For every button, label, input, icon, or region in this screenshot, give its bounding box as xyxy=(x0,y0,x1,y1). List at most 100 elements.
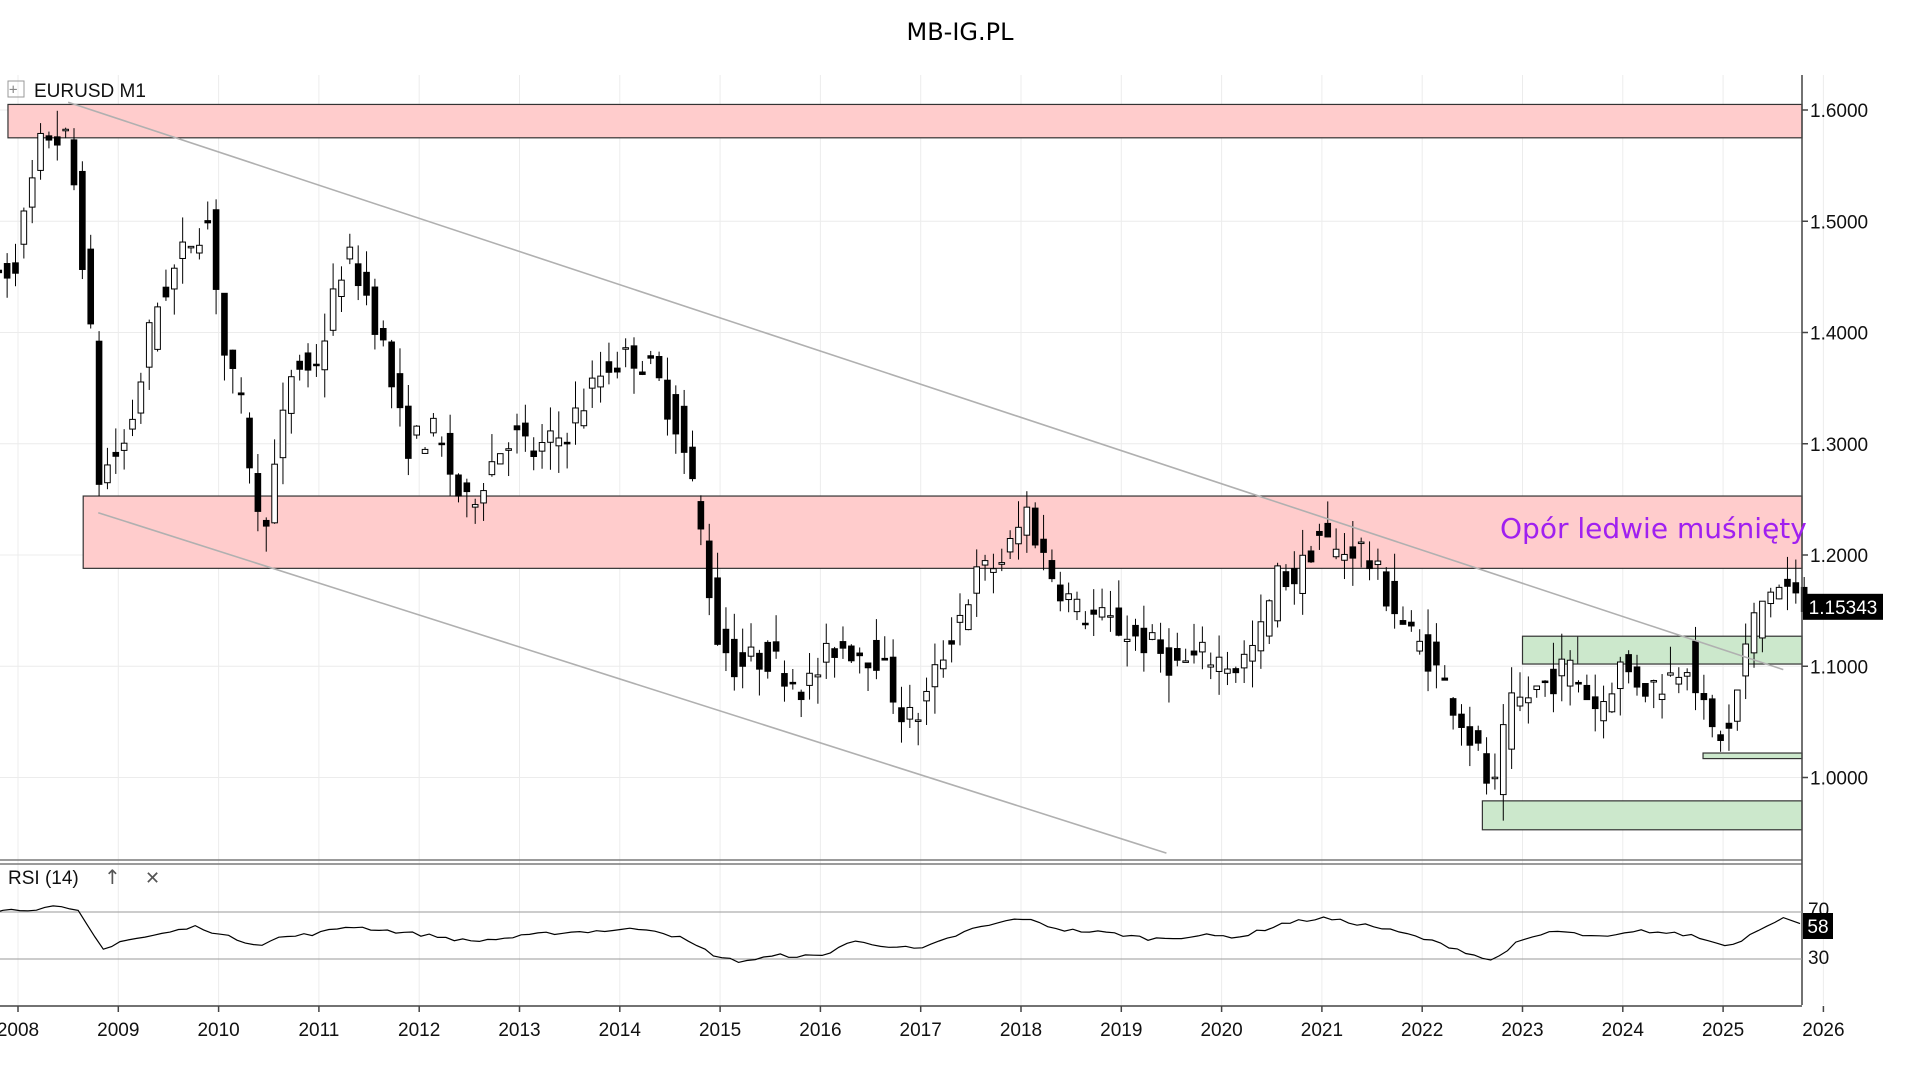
candle xyxy=(346,246,354,260)
candle xyxy=(781,673,788,687)
x-tick-label: 2020 xyxy=(1200,1020,1242,1041)
candle xyxy=(948,640,955,645)
x-tick-label: 2011 xyxy=(298,1020,339,1041)
candle xyxy=(906,706,914,720)
rsi-level-30-label: 30 xyxy=(1808,948,1829,969)
candle xyxy=(1516,696,1524,707)
candle xyxy=(613,367,621,373)
x-tick-label: 2016 xyxy=(799,1020,841,1041)
rsi-close-icon[interactable]: ✕ xyxy=(145,868,160,889)
y-tick-label: 1.2000 xyxy=(1810,546,1868,567)
candle xyxy=(1541,680,1549,684)
candle xyxy=(1725,722,1733,729)
symbol-label: EURUSD M1 xyxy=(34,81,146,102)
y-tick-label: 1.4000 xyxy=(1810,324,1868,345)
expand-icon[interactable]: + xyxy=(7,80,25,98)
x-tick-label: 2022 xyxy=(1401,1020,1443,1041)
rsi-up-icon[interactable]: ↑ xyxy=(104,865,121,889)
candle xyxy=(1265,600,1273,637)
candle xyxy=(756,652,763,670)
zones xyxy=(7,103,1803,831)
candle xyxy=(304,352,312,371)
candle xyxy=(1199,641,1206,653)
expand-icon-glyph: + xyxy=(9,82,17,98)
candle xyxy=(1257,621,1265,652)
candle xyxy=(1625,654,1632,673)
candle xyxy=(246,417,253,469)
candle xyxy=(1566,659,1574,687)
candle xyxy=(1357,541,1365,545)
candle xyxy=(1182,660,1189,663)
candle xyxy=(1474,730,1482,744)
candle xyxy=(789,681,797,685)
candle xyxy=(1692,640,1699,694)
rsi-line xyxy=(0,905,1801,964)
candle xyxy=(405,405,412,459)
candle xyxy=(1190,650,1198,656)
candle xyxy=(731,638,738,678)
candle xyxy=(70,139,78,186)
candle xyxy=(939,659,947,670)
candle xyxy=(1667,672,1674,676)
candle xyxy=(1249,644,1256,662)
candles xyxy=(0,110,1808,821)
candle xyxy=(1165,647,1173,676)
candle xyxy=(1792,582,1800,594)
candle xyxy=(0,269,3,274)
candle xyxy=(1558,658,1566,677)
candle xyxy=(655,356,663,379)
axes: 2008 2009 2010 2011 2012 2013 2014 2015 2016 2017… xyxy=(0,101,1868,1041)
candle xyxy=(1382,571,1390,607)
x-tick-label: 2010 xyxy=(197,1020,239,1041)
candle xyxy=(463,482,471,493)
x-tick-label: 2015 xyxy=(699,1020,741,1041)
candle xyxy=(1508,692,1515,750)
candle xyxy=(37,132,44,171)
candle xyxy=(1341,553,1348,561)
candle xyxy=(739,652,746,667)
candle xyxy=(622,347,629,350)
candle xyxy=(1098,607,1106,618)
candle xyxy=(1374,560,1382,566)
candle xyxy=(764,641,772,672)
candle xyxy=(1708,698,1716,728)
candle xyxy=(446,432,454,475)
candle xyxy=(1608,693,1616,713)
x-tick-label: 2019 xyxy=(1100,1020,1142,1041)
candle xyxy=(605,361,613,373)
candle xyxy=(1583,684,1591,701)
candle xyxy=(1675,676,1683,685)
candle xyxy=(873,639,880,671)
candle xyxy=(354,263,362,287)
x-tick-label: 2025 xyxy=(1702,1020,1744,1041)
candle xyxy=(647,355,655,359)
candle xyxy=(1600,701,1607,722)
channel-line xyxy=(97,511,1167,854)
candle xyxy=(87,248,95,325)
candle xyxy=(530,450,538,457)
x-tick-label: 2021 xyxy=(1301,1020,1343,1041)
candle xyxy=(697,501,705,530)
rsi-pane xyxy=(0,905,1802,964)
resistance-zone xyxy=(82,495,1803,569)
candle xyxy=(580,410,588,427)
candle xyxy=(171,267,178,290)
rsi-label: RSI (14) xyxy=(8,868,79,889)
candle xyxy=(53,136,61,146)
candle xyxy=(154,306,161,350)
candle xyxy=(1040,538,1047,553)
candle xyxy=(772,641,780,652)
candle xyxy=(1107,615,1114,618)
candle xyxy=(1416,640,1423,652)
candle xyxy=(12,262,19,274)
candle xyxy=(981,560,989,566)
last-price-label: 1.15343 xyxy=(1809,598,1878,619)
candle xyxy=(505,448,512,451)
candle xyxy=(522,422,529,437)
candle xyxy=(630,345,638,369)
candle xyxy=(438,442,446,446)
candle xyxy=(806,672,813,686)
candle xyxy=(990,568,997,573)
support-zone xyxy=(1702,752,1803,760)
candle xyxy=(413,425,420,436)
